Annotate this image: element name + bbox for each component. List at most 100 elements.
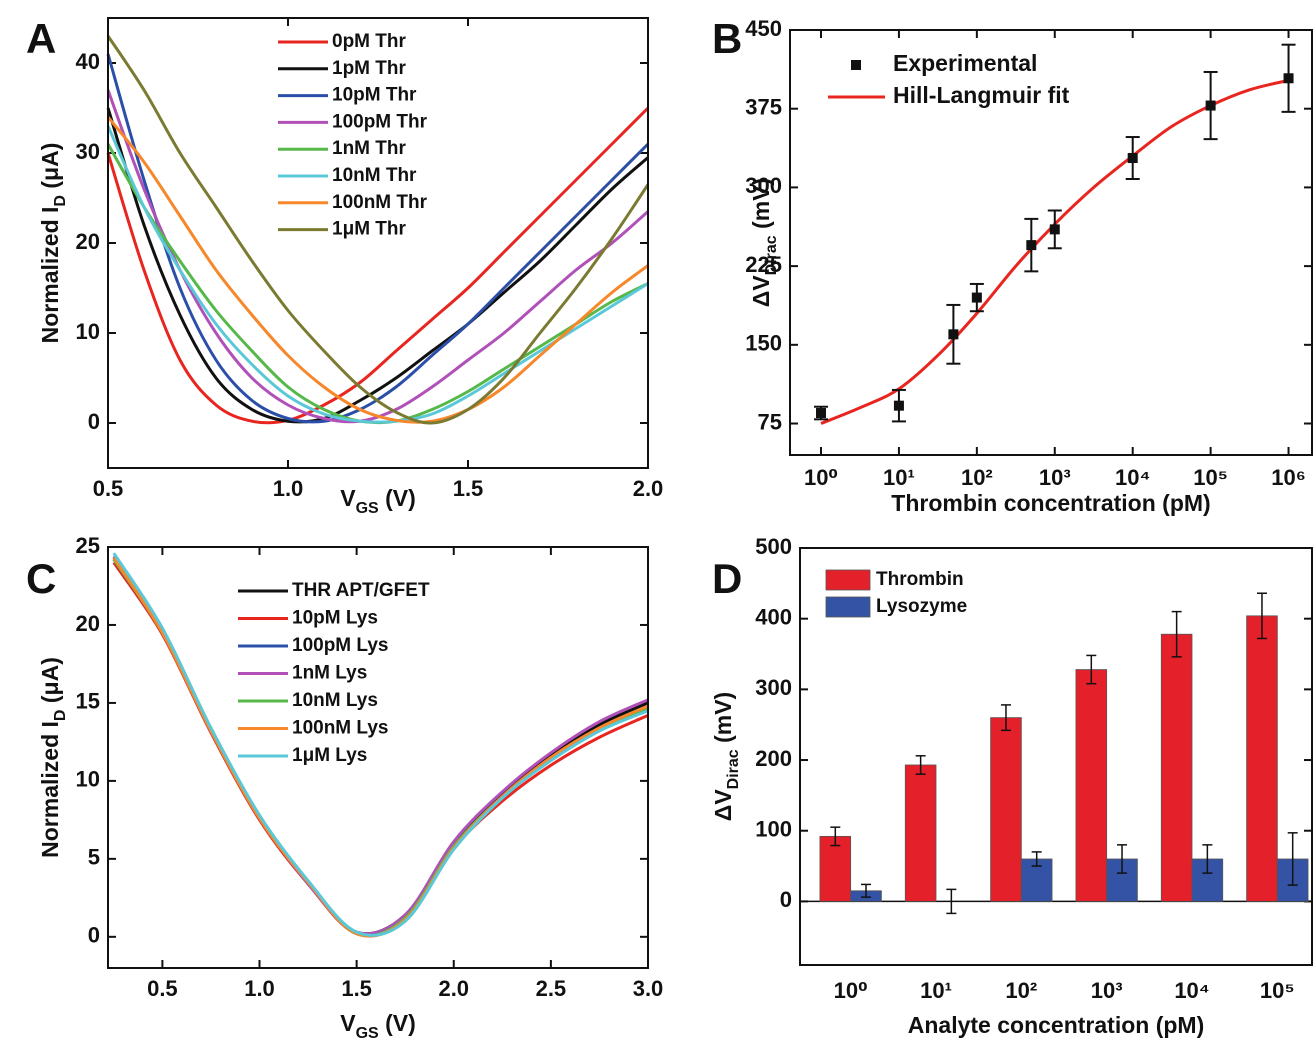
x-tick-label: 10⁵ xyxy=(1260,978,1295,1003)
plot-frame xyxy=(107,546,649,969)
panel-letter: A xyxy=(26,15,56,62)
axis-label-part: (μA) xyxy=(37,143,63,195)
legend-label: THR APT/GFET xyxy=(292,580,430,601)
axis-label-part: (μA) xyxy=(37,657,63,709)
y-tick-label: 0 xyxy=(88,923,100,948)
x-tick-label: 10⁴ xyxy=(1174,978,1209,1003)
legend-label: 0pM Thr xyxy=(332,31,406,52)
axis-label-subscript: D xyxy=(52,195,69,207)
y-tick-label: 375 xyxy=(745,95,782,120)
bar xyxy=(1160,633,1193,902)
x-tick-label: 10³ xyxy=(1091,978,1123,1003)
axis-label-part: (mV) xyxy=(710,692,736,750)
error-bar xyxy=(1117,844,1128,874)
legend-label: 100nM Thr xyxy=(332,192,428,213)
marker xyxy=(893,400,904,411)
axis-label-part: V xyxy=(340,485,356,511)
x-tick-label: 10¹ xyxy=(920,978,952,1003)
plot-frame xyxy=(799,547,1313,966)
x-tick-label: 10² xyxy=(1005,978,1037,1003)
y-tick-label: 40 xyxy=(76,49,100,74)
x-tick-label: 10² xyxy=(961,465,993,490)
line-series xyxy=(106,106,650,425)
legend-label: 100nM Lys xyxy=(292,718,388,739)
x-tick-label: 1.0 xyxy=(273,476,304,501)
y-tick-label: 300 xyxy=(755,675,792,700)
axis-label-part: (V) xyxy=(379,485,416,511)
axis-label-part: ΔV xyxy=(748,275,774,308)
marker xyxy=(1049,224,1060,235)
legend-label: 100pM Thr xyxy=(332,111,428,132)
y-tick-label: 10 xyxy=(76,319,100,344)
y-tick-label: 20 xyxy=(76,611,100,636)
axis-label: Thrombin concentration (pM) xyxy=(891,490,1210,516)
legend-label: 10pM Thr xyxy=(332,85,417,106)
panel-letter: B xyxy=(712,15,742,62)
plot-frame xyxy=(789,29,1313,456)
x-tick-label: 10⁰ xyxy=(804,465,838,490)
y-tick-label: 30 xyxy=(76,139,100,164)
legend-label: 100pM Lys xyxy=(292,635,388,656)
legend-swatch xyxy=(825,596,871,618)
axis-label: ΔVDirac (mV) xyxy=(710,692,742,821)
axis-label-subscript: GS xyxy=(356,500,379,517)
axis-label: VGS (V) xyxy=(340,485,416,517)
x-tick-label: 10⁵ xyxy=(1193,465,1228,490)
axis-label-subscript: D xyxy=(52,710,69,722)
y-tick-label: 0 xyxy=(780,887,792,912)
axis-label: Normalized ID (μA) xyxy=(37,143,69,344)
error-bar xyxy=(1000,704,1011,732)
line-series xyxy=(112,552,649,937)
error-bar xyxy=(915,755,926,775)
bar xyxy=(1191,858,1224,902)
legend-label: 1nM Lys xyxy=(292,663,367,684)
error-bar xyxy=(1031,851,1042,867)
y-tick-label: 15 xyxy=(76,689,100,714)
y-tick-label: 0 xyxy=(88,409,100,434)
legend-label: 1μM Lys xyxy=(292,745,367,766)
bar xyxy=(904,764,937,902)
legend-label: Thrombin xyxy=(876,569,964,590)
error-bar xyxy=(1256,592,1267,640)
y-tick-label: 150 xyxy=(745,331,782,356)
y-tick-label: 225 xyxy=(745,252,782,277)
axis-label-part: V xyxy=(340,1010,356,1036)
axis-label-part: (mV) xyxy=(748,178,774,236)
axis-label-part: (V) xyxy=(379,1010,416,1036)
axis-label-part: Normalized I xyxy=(37,207,63,344)
error-bar xyxy=(861,883,872,898)
axis-label-part: ΔV xyxy=(710,789,736,822)
panel-letter: C xyxy=(26,555,56,602)
axis-label-subscript: Dirac xyxy=(763,235,780,275)
x-tick-label: 1.0 xyxy=(244,976,275,1001)
axis-label-subscript: GS xyxy=(356,1025,379,1038)
y-tick-label: 10 xyxy=(76,767,100,792)
error-bar xyxy=(946,888,957,915)
x-tick-label: 1.5 xyxy=(453,476,484,501)
y-tick-label: 25 xyxy=(76,533,100,558)
axis-label: Normalized ID (μA) xyxy=(37,657,69,858)
error-bar xyxy=(1086,654,1097,685)
x-tick-label: 0.5 xyxy=(93,476,124,501)
marker xyxy=(1026,240,1037,251)
x-tick-label: 10¹ xyxy=(883,465,915,490)
x-tick-label: 2.0 xyxy=(438,976,469,1001)
y-tick-label: 450 xyxy=(745,16,782,41)
legend-label: 10pM Lys xyxy=(292,608,378,629)
marker xyxy=(1127,153,1138,164)
error-bar xyxy=(1171,610,1182,658)
fit-line xyxy=(820,78,1289,425)
x-tick-label: 0.5 xyxy=(147,976,178,1001)
legend-label: 10nM Thr xyxy=(332,165,417,186)
y-tick-label: 500 xyxy=(755,534,792,559)
line-series xyxy=(106,116,649,424)
axis-label-subscript: Dirac xyxy=(725,749,742,789)
axis-label-part: Thrombin concentration (pM) xyxy=(891,490,1210,516)
line-series xyxy=(106,107,649,424)
error-bar xyxy=(1202,844,1213,874)
error-bar xyxy=(830,826,841,847)
x-tick-label: 2.5 xyxy=(536,976,567,1001)
panel-letter: D xyxy=(712,555,742,602)
legend-label: Hill-Langmuir fit xyxy=(893,82,1070,108)
legend-label: 10nM Lys xyxy=(292,690,378,711)
